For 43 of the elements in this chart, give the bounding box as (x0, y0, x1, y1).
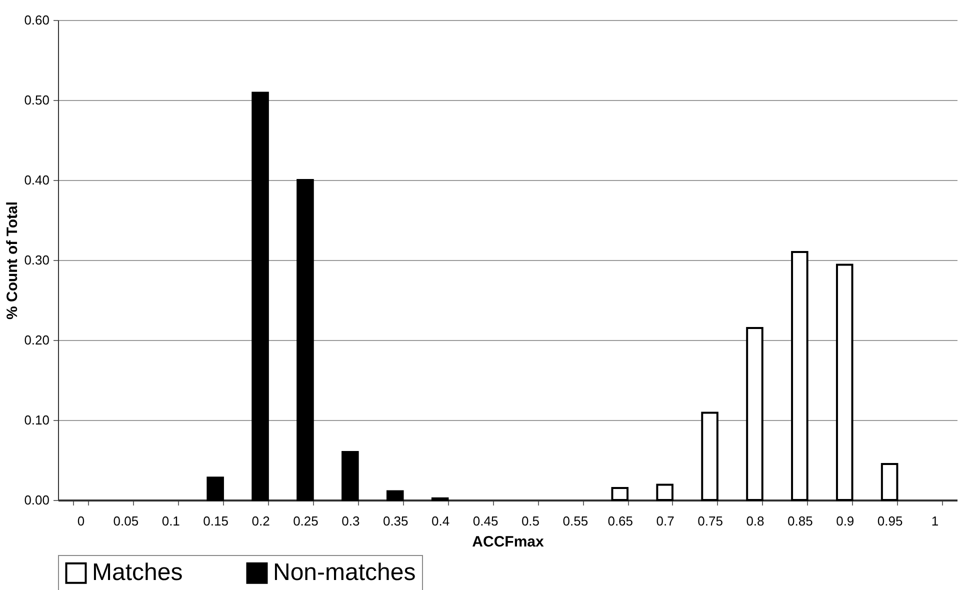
bar (296, 179, 314, 501)
bar (342, 451, 359, 501)
y-tick-label: 0.10 (24, 412, 50, 428)
legend-label: Matches (92, 559, 183, 586)
y-tick-label: 0.00 (24, 492, 50, 508)
y-tick-label: 0.60 (24, 12, 50, 28)
legend-label: Non-matches (273, 559, 416, 586)
bar (611, 487, 629, 501)
x-tick-label: 0.3 (342, 514, 360, 528)
bar (701, 412, 718, 501)
y-tick-label: 0.20 (24, 332, 50, 348)
x-axis-title: ACCFmax (472, 534, 544, 550)
x-tick-label: 0 (77, 514, 85, 528)
y-tick-label: 0.50 (24, 92, 50, 108)
x-tick-label: 0.1 (162, 514, 180, 528)
x-tick-label: 1 (931, 514, 939, 528)
bar (206, 476, 224, 501)
x-tick-label: 0.45 (472, 514, 498, 528)
x-tick-label: 0.8 (746, 514, 764, 528)
x-tick-label: 0.95 (877, 514, 903, 528)
bar (791, 251, 808, 501)
x-tick-label: 0.65 (608, 514, 634, 528)
y-axis-title: % Count of Total (4, 201, 22, 320)
x-tick-label: 0.2 (252, 514, 270, 528)
x-tick-label: 0.25 (293, 514, 318, 528)
bar (746, 327, 764, 501)
bar (880, 463, 898, 501)
bar (656, 484, 674, 501)
x-tick-label: 0.5 (521, 514, 540, 528)
x-tick-label: 0.9 (836, 514, 854, 528)
x-tick-label: 0.75 (698, 514, 723, 528)
x-tick-label: 0.7 (656, 514, 674, 528)
x-tick-label: 0.55 (562, 514, 588, 528)
x-tick-label: 0.35 (382, 514, 408, 528)
bar (836, 264, 854, 501)
y-tick-label: 0.30 (24, 252, 50, 268)
y-tick-label: 0.40 (24, 172, 50, 188)
x-tick-label: 0.85 (788, 514, 813, 528)
bar (386, 490, 404, 501)
x-tick-label: 0.4 (432, 514, 450, 528)
x-tick-label: 0.05 (113, 514, 139, 528)
bar (252, 92, 269, 501)
x-tick-label: 0.15 (203, 514, 228, 528)
